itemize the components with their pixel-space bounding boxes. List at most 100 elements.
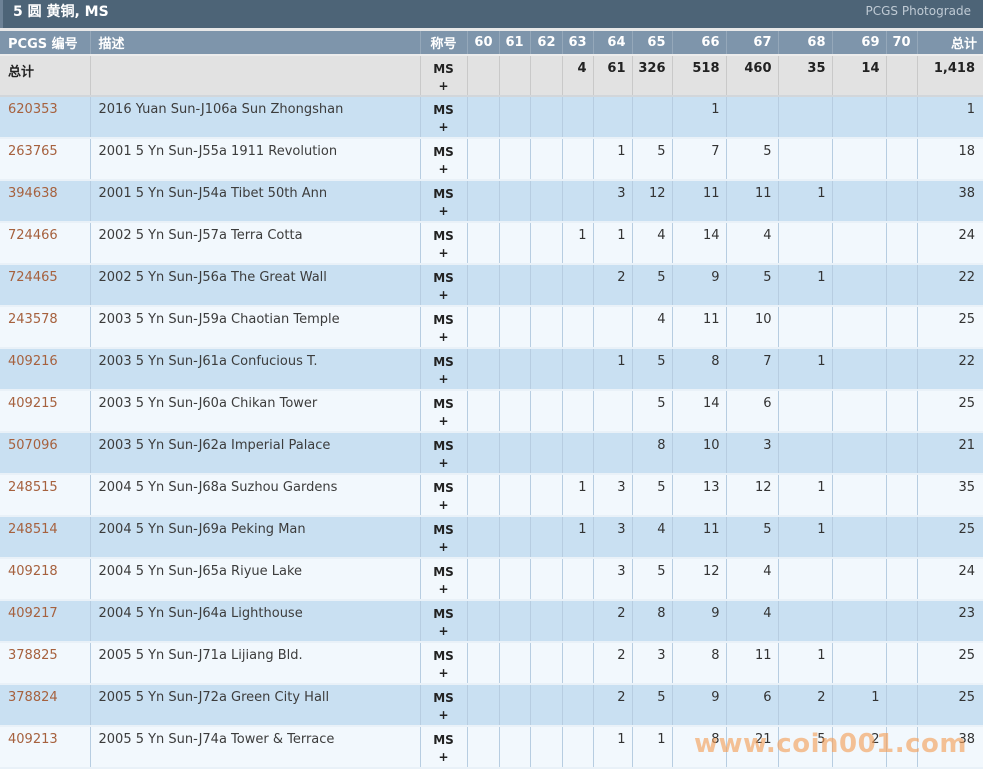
- grade-64-count: 1: [593, 348, 633, 391]
- grade-63-count: [562, 96, 594, 139]
- grade-61-count: [499, 306, 531, 349]
- grade-65-count: 5: [632, 264, 673, 307]
- table-row: 378824 2005 5 Yn Sun-J72a Green City Hall…: [0, 684, 983, 727]
- pcgs-number-link[interactable]: 394638: [8, 186, 58, 201]
- designation: MS +: [420, 306, 468, 349]
- grade-65-count: 5: [632, 684, 673, 727]
- totals-row: 总计 MS + 4 61 326 518 460 35 14 1,418: [0, 55, 983, 97]
- table-row: 724465 2002 5 Yn Sun-J56a The Great Wall M…: [0, 264, 983, 307]
- pcgs-number-link[interactable]: 724465: [8, 270, 58, 285]
- grade-64-count: 1: [593, 222, 633, 265]
- grade-63-count: [562, 726, 594, 769]
- column-header-total: 总计: [917, 31, 983, 56]
- pcgs-number-cell: 263765: [0, 138, 91, 181]
- pcgs-number-link[interactable]: 263765: [8, 144, 58, 159]
- grade-62-count: [530, 432, 563, 475]
- grade-61-count: [499, 96, 531, 139]
- grade-64-count: 1: [593, 138, 633, 181]
- column-header-65: 65: [632, 31, 673, 56]
- grade-63-count: [562, 138, 594, 181]
- pcgs-number-link[interactable]: 409216: [8, 354, 58, 369]
- grade-64-count: 2: [593, 684, 633, 727]
- pcgs-number-link[interactable]: 724466: [8, 228, 58, 243]
- grade-66-count: 12: [672, 558, 727, 601]
- column-header-description: 描述: [90, 31, 421, 56]
- grade-67-count: 7: [726, 348, 779, 391]
- grade-61-count: [499, 432, 531, 475]
- grade-68-count: 1: [778, 348, 833, 391]
- grade-65-count: 5: [632, 390, 673, 433]
- grade-69-count: [832, 180, 887, 223]
- table-row: 394638 2001 5 Yn Sun-J54a Tibet 50th Ann M…: [0, 180, 983, 223]
- grade-60-count: [467, 348, 500, 391]
- pcgs-number-link[interactable]: 248515: [8, 480, 58, 495]
- table-row: 248515 2004 5 Yn Sun-J68a Suzhou Gardens M…: [0, 474, 983, 517]
- pcgs-number-link[interactable]: 248514: [8, 522, 58, 537]
- grade-60-count: [467, 96, 500, 139]
- row-total: 25: [917, 306, 983, 349]
- pcgs-number-cell: 724466: [0, 222, 91, 265]
- grade-64-count: 3: [593, 474, 633, 517]
- grade-65-count: [632, 96, 673, 139]
- grade-68-count: 1: [778, 474, 833, 517]
- pcgs-number-cell: 248515: [0, 474, 91, 517]
- table-row: 409218 2004 5 Yn Sun-J65a Riyue Lake MS + 3 5…: [0, 558, 983, 601]
- pcgs-number-link[interactable]: 620353: [8, 102, 58, 117]
- pcgs-number-link[interactable]: 409218: [8, 564, 58, 579]
- grade-63-count: [562, 684, 594, 727]
- grade-66-count: 11: [672, 180, 727, 223]
- pcgs-number-link[interactable]: 409217: [8, 606, 58, 621]
- grade-70-count: [886, 138, 918, 181]
- grade-61-count: [499, 180, 531, 223]
- coin-description: 2004 5 Yn Sun-J68a Suzhou Gardens: [90, 474, 421, 517]
- grade-69-count: 2: [832, 726, 887, 769]
- coin-description: 2004 5 Yn Sun-J64a Lighthouse: [90, 600, 421, 643]
- report-title-bar: 5 圆 黄铜, MS PCGS Photograde: [0, 0, 983, 28]
- column-header-60: 60: [467, 31, 500, 56]
- pcgs-number-cell: 409216: [0, 348, 91, 391]
- grade-66-count: 11: [672, 306, 727, 349]
- grade-65-count: 4: [632, 222, 673, 265]
- grade-66-count: 1: [672, 96, 727, 139]
- grade-65-count: 8: [632, 432, 673, 475]
- grade-62-count: [530, 558, 563, 601]
- grade-69-count: [832, 432, 887, 475]
- pcgs-number-link[interactable]: 409213: [8, 732, 58, 747]
- pcgs-number-link[interactable]: 378824: [8, 690, 58, 705]
- pcgs-number-cell: 378825: [0, 642, 91, 685]
- pcgs-number-cell: 409213: [0, 726, 91, 769]
- grade-60-count: [467, 222, 500, 265]
- coin-description: 2003 5 Yn Sun-J60a Chikan Tower: [90, 390, 421, 433]
- grade-62-count: [530, 96, 563, 139]
- table-row: 620353 2016 Yuan Sun-J106a Sun Zhongshan M…: [0, 96, 983, 139]
- pcgs-number-link[interactable]: 378825: [8, 648, 58, 663]
- column-header-64: 64: [593, 31, 633, 56]
- grade-69-count: 1: [832, 684, 887, 727]
- population-table: PCGS 编号 描述 称号 60 61 62 63 64 65 66 67 68 69 70 总计 总计 MS…: [0, 31, 983, 769]
- pcgs-number-link[interactable]: 243578: [8, 312, 58, 327]
- grade-65-count: 3: [632, 642, 673, 685]
- grade-68-count: [778, 96, 833, 139]
- table-row: 409216 2003 5 Yn Sun-J61a Confucious T. MS…: [0, 348, 983, 391]
- column-header-61: 61: [499, 31, 531, 56]
- grade-67-count: 460: [726, 55, 779, 97]
- designation: MS +: [420, 558, 468, 601]
- grade-61-count: [499, 390, 531, 433]
- grade-69-count: [832, 222, 887, 265]
- coin-description: 2001 5 Yn Sun-J55a 1911 Revolution: [90, 138, 421, 181]
- grade-64-count: 2: [593, 642, 633, 685]
- grade-60-count: [467, 432, 500, 475]
- grade-70-count: [886, 180, 918, 223]
- pcgs-number-cell: 378824: [0, 684, 91, 727]
- pcgs-number-link[interactable]: 507096: [8, 438, 58, 453]
- grade-67-count: 6: [726, 390, 779, 433]
- grade-60-count: [467, 264, 500, 307]
- coin-description: 2005 5 Yn Sun-J72a Green City Hall: [90, 684, 421, 727]
- designation: MS +: [420, 684, 468, 727]
- grade-64-count: [593, 432, 633, 475]
- pcgs-number-link[interactable]: 409215: [8, 396, 58, 411]
- photograde-link[interactable]: PCGS Photograde: [865, 4, 971, 18]
- table-header: PCGS 编号 描述 称号 60 61 62 63 64 65 66 67 68 69 70 总计: [0, 31, 983, 56]
- pcgs-number-cell: 409215: [0, 390, 91, 433]
- grade-60-count: [467, 726, 500, 769]
